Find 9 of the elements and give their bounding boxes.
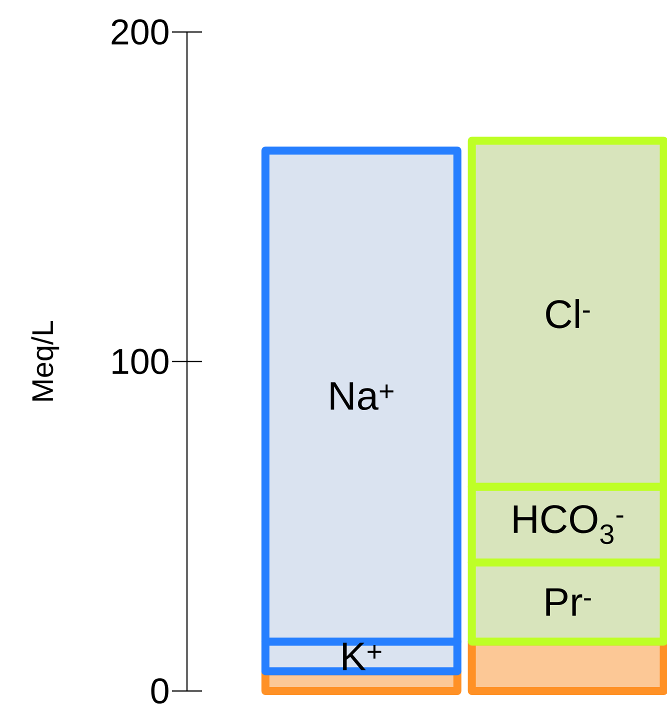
y-axis-title: Meq/L bbox=[31, 320, 60, 401]
y-tick-label: 200 bbox=[112, 19, 168, 45]
series-label: Cl$^{-}$ bbox=[546, 299, 590, 328]
y-tick-label: 100 bbox=[112, 348, 168, 374]
series-label: HCO$_{3}$- bbox=[514, 505, 624, 544]
y-tick-label: 0 bbox=[151, 678, 168, 704]
series-label: Na$^{+}$ bbox=[330, 382, 394, 410]
series-label: K$^{+}$ bbox=[342, 642, 382, 670]
series-label: Pr$^{-}$ bbox=[546, 588, 591, 616]
